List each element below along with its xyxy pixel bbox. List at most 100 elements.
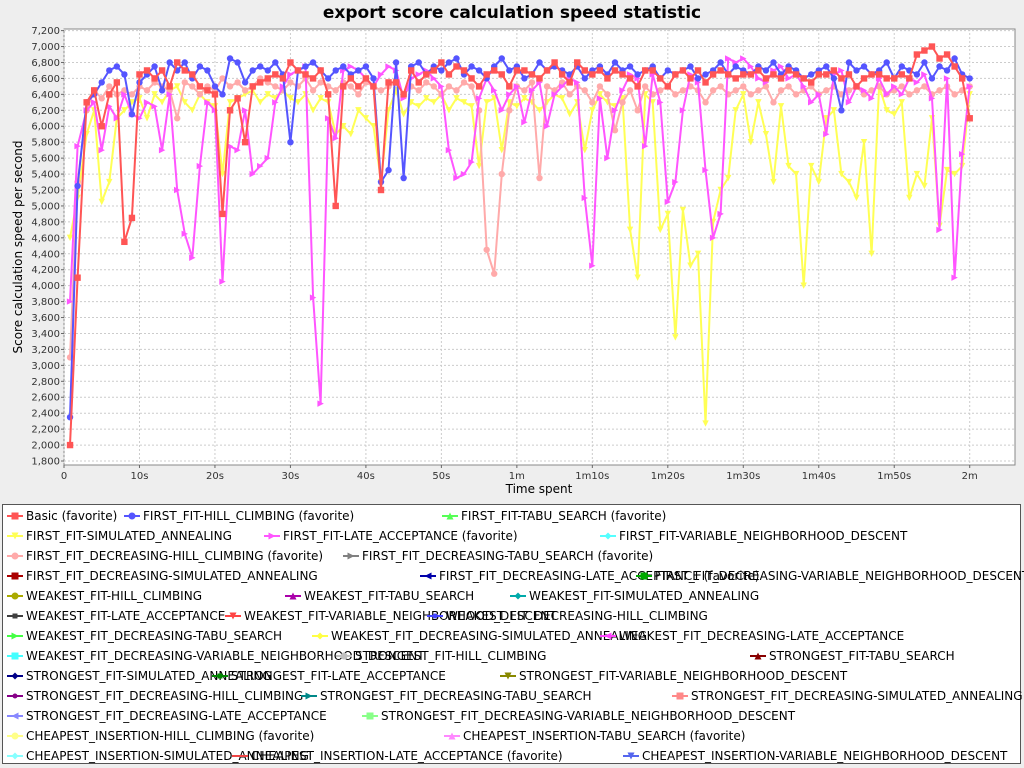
data-point xyxy=(287,71,294,78)
data-point xyxy=(626,226,634,234)
data-point xyxy=(370,83,377,90)
data-point xyxy=(679,87,687,94)
data-point xyxy=(928,95,936,102)
data-point xyxy=(257,162,264,170)
data-point xyxy=(898,71,905,78)
data-point xyxy=(619,87,626,94)
data-point xyxy=(12,613,18,619)
data-point xyxy=(898,63,905,70)
data-point xyxy=(498,146,505,154)
data-point xyxy=(128,512,136,520)
data-point xyxy=(317,95,324,102)
data-point xyxy=(453,55,460,62)
data-point xyxy=(143,87,151,94)
data-point xyxy=(121,71,128,78)
data-point xyxy=(241,79,249,86)
legend-label: WEAKEST_FIT-SIMULATED_ANNEALING xyxy=(529,589,760,603)
data-point xyxy=(74,182,81,190)
legend-label: Basic (favorite) xyxy=(26,509,118,523)
data-point xyxy=(438,67,445,74)
data-point xyxy=(11,592,19,600)
chart-title: export score calculation speed statistic xyxy=(323,3,701,23)
data-point xyxy=(936,87,943,94)
y-tick-label: 7,200 xyxy=(31,26,60,37)
legend-label: FIRST_FIT-VARIABLE_NEIGHBORHOOD_DESCENT xyxy=(619,529,908,543)
data-point xyxy=(400,174,407,182)
series-basic-favorite xyxy=(66,43,973,449)
data-point xyxy=(332,202,339,210)
legend-swatch xyxy=(232,755,248,757)
legend-label: CHEAPEST_INSERTION-TABU_SEARCH (favorite… xyxy=(463,729,746,743)
data-point xyxy=(830,75,838,82)
data-point xyxy=(309,59,317,66)
data-point xyxy=(581,194,588,202)
data-point xyxy=(611,59,619,66)
data-point xyxy=(366,712,374,720)
data-point xyxy=(770,178,777,186)
x-tick-label: 1m50s xyxy=(877,471,911,482)
data-point xyxy=(966,83,973,90)
data-point xyxy=(611,67,619,74)
legend-swatch xyxy=(7,693,23,699)
data-point xyxy=(189,71,196,78)
y-tick-label: 7,000 xyxy=(31,42,60,53)
data-point xyxy=(679,67,687,74)
data-point xyxy=(226,107,234,114)
data-point xyxy=(377,186,385,194)
data-point xyxy=(113,63,121,70)
data-point xyxy=(347,552,355,560)
data-point xyxy=(98,123,105,130)
data-point xyxy=(891,83,898,90)
data-point xyxy=(66,298,74,305)
data-point xyxy=(521,87,528,94)
data-point xyxy=(415,87,422,94)
data-point xyxy=(611,127,619,134)
data-point xyxy=(158,67,166,74)
data-point xyxy=(868,71,875,78)
legend-label: FIRST_FIT_DECREASING-LATE_ACCEPTANCE (fa… xyxy=(439,569,760,583)
data-point xyxy=(98,198,105,206)
data-point xyxy=(98,146,105,154)
y-tick-label: 4,000 xyxy=(31,281,60,292)
data-point xyxy=(385,166,392,174)
x-tick-label: 20s xyxy=(206,471,224,482)
data-point xyxy=(189,254,196,261)
data-point xyxy=(543,123,551,130)
legend-swatch xyxy=(427,613,443,619)
legend-swatch xyxy=(336,652,352,660)
y-tick-label: 2,200 xyxy=(31,425,60,436)
data-point xyxy=(430,75,438,82)
data-point xyxy=(272,59,279,66)
data-point xyxy=(694,250,702,257)
data-point xyxy=(898,83,905,90)
data-point xyxy=(709,87,717,94)
data-point xyxy=(551,59,558,66)
data-point xyxy=(355,107,362,114)
data-point xyxy=(536,59,543,66)
data-point xyxy=(755,87,762,94)
data-point xyxy=(921,59,928,66)
data-point xyxy=(966,115,973,122)
data-point xyxy=(709,71,717,78)
legend-swatch xyxy=(124,512,140,520)
data-point xyxy=(392,79,400,86)
data-point xyxy=(724,174,732,182)
data-point xyxy=(302,63,309,70)
data-point xyxy=(11,512,19,520)
data-point xyxy=(498,107,505,114)
data-point xyxy=(536,107,543,114)
legend-swatch xyxy=(362,712,378,720)
data-point xyxy=(528,79,536,86)
data-point xyxy=(724,71,732,78)
data-point xyxy=(943,166,951,174)
legend-swatch xyxy=(212,673,228,679)
legend-label: CHEAPEST_INSERTION-LATE_ACCEPTANCE (favo… xyxy=(251,749,563,763)
data-point xyxy=(694,67,702,74)
data-point xyxy=(845,71,853,78)
data-point xyxy=(340,652,348,660)
data-point xyxy=(513,67,521,74)
data-point xyxy=(634,83,641,90)
data-point xyxy=(566,111,573,118)
data-point xyxy=(316,632,324,640)
legend-label: WEAKEST_FIT_DECREASING-HILL_CLIMBING xyxy=(446,609,708,623)
